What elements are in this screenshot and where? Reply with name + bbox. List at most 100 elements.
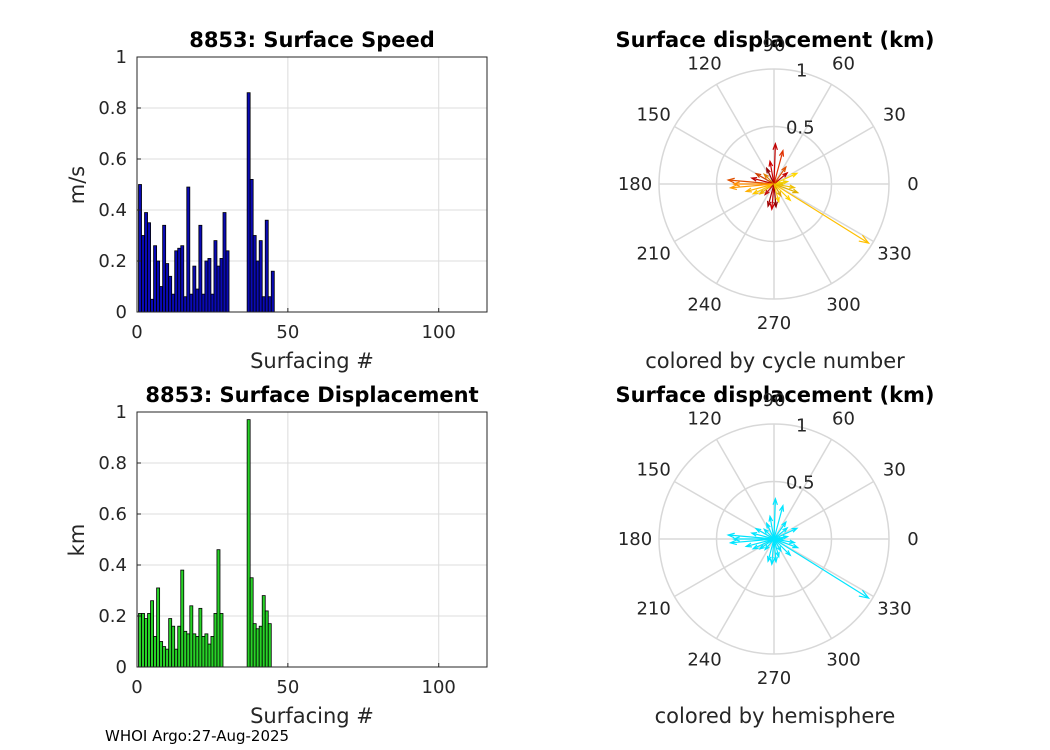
bar <box>174 250 179 313</box>
bar <box>192 633 197 668</box>
bar <box>264 219 269 313</box>
bar <box>207 258 212 313</box>
displacement-arrow <box>759 183 775 195</box>
x-tick-label: 100 <box>422 322 456 343</box>
polar-angle-label: 240 <box>687 649 721 670</box>
bar <box>213 240 218 313</box>
bar <box>210 636 215 668</box>
polar-spoke <box>674 183 775 243</box>
y-tick-label: 1 <box>116 47 127 68</box>
displacement-arrow <box>755 528 775 540</box>
displacement-arrowhead <box>775 196 780 204</box>
polar-spoke <box>715 439 775 540</box>
bar <box>198 607 203 668</box>
bar <box>180 245 185 313</box>
y-tick-label: 0.8 <box>98 98 127 119</box>
displacement-arrowhead <box>772 497 778 506</box>
polar-angle-label: 180 <box>618 529 652 550</box>
displacement-arrow <box>773 538 795 544</box>
displacement-arrowhead <box>768 514 774 522</box>
y-tick-label: 0 <box>116 657 127 678</box>
displacement-arrowhead <box>769 203 775 211</box>
displacement-arrow <box>746 538 775 548</box>
polar-spoke <box>773 538 874 598</box>
displacement-arrowhead <box>758 189 765 195</box>
bar <box>159 286 164 313</box>
polar-cycle-caption: colored by cycle number <box>645 349 905 373</box>
bar <box>258 625 263 668</box>
displacement-arrow <box>773 143 777 185</box>
polar-spoke <box>773 183 874 243</box>
bar <box>171 625 176 668</box>
polar-angle-label: 60 <box>832 54 855 75</box>
bar <box>204 633 209 668</box>
displacement-arrowhead <box>782 171 789 178</box>
bar <box>138 184 142 313</box>
displacement-arrowhead <box>791 527 799 533</box>
polar-angle-label: 30 <box>883 105 906 126</box>
displacement-arrow <box>759 538 775 550</box>
displacement-arrowhead <box>754 527 762 534</box>
displacement-arrow <box>764 183 775 195</box>
displacement-arrow <box>767 538 775 562</box>
displacement-arrowhead <box>744 542 752 548</box>
polar-angle-label: 90 <box>763 390 786 411</box>
displacement-arrow <box>755 173 775 185</box>
polar-spoke <box>773 480 874 540</box>
bar <box>207 643 212 668</box>
polar-angle-label: 270 <box>757 313 791 334</box>
bar <box>258 240 263 313</box>
bar <box>150 600 154 668</box>
bar <box>159 641 164 668</box>
bar <box>267 296 272 313</box>
displacement-arrowhead <box>785 550 792 557</box>
polar-angle-label: 150 <box>636 105 670 126</box>
displacement-arrowhead <box>773 556 778 564</box>
bar <box>195 288 200 313</box>
bar <box>138 613 142 668</box>
speed-bar-chart: 8853: Surface Speed Surfacing # m/s 0 50 1… <box>65 28 488 373</box>
bar <box>162 224 167 313</box>
x-tick-label: 50 <box>276 677 299 698</box>
displacement-arrow <box>773 538 780 557</box>
polar-radius-label: 0.5 <box>786 472 815 493</box>
displacement-arrowhead <box>751 544 759 550</box>
y-tick-label: 0.2 <box>98 251 127 272</box>
y-tick-label: 0.6 <box>98 504 127 525</box>
displacement-arrow <box>766 168 775 185</box>
displacement-arrowhead <box>789 539 797 545</box>
y-tick-label: 0.4 <box>98 555 127 576</box>
displacement-arrowhead <box>776 546 782 553</box>
polar-spoke <box>773 538 833 639</box>
bar <box>147 222 151 313</box>
displacement-arrow <box>773 527 788 540</box>
displacement-chart-title: 8853: Surface Displacement <box>145 383 478 407</box>
displacement-arrowhead <box>728 539 738 546</box>
bar <box>153 636 158 668</box>
displacement-arrowhead <box>782 180 790 185</box>
polar-angle-label: 210 <box>636 599 670 620</box>
displacement-arrowhead <box>758 544 765 550</box>
polar-angle-label: 150 <box>636 460 670 481</box>
polar-spoke <box>715 538 775 639</box>
polar-radius-label: 1 <box>796 416 807 437</box>
speed-chart-xlabel: Surfacing # <box>250 349 374 373</box>
polar-chart-hemisphere: Surface displacement (km) colored by hem… <box>615 383 934 728</box>
displacement-arrow <box>751 177 775 185</box>
displacement-arrowhead <box>726 177 735 184</box>
displacement-arrowhead <box>858 234 871 245</box>
bar <box>174 648 179 668</box>
displacement-arrow <box>773 166 787 185</box>
polar-spoke <box>773 183 833 284</box>
polar-angle-label: 240 <box>687 294 721 315</box>
displacement-arrow <box>728 534 775 540</box>
polar-radius-label: 0.5 <box>786 117 815 138</box>
displacement-arrowhead <box>781 165 787 173</box>
displacement-arrowhead <box>773 201 778 209</box>
displacement-arrow <box>769 161 775 185</box>
displacement-arrowhead <box>764 189 770 196</box>
displacement-arrow <box>730 183 775 189</box>
bar <box>168 275 173 313</box>
bar <box>192 265 197 313</box>
bar <box>261 595 266 668</box>
